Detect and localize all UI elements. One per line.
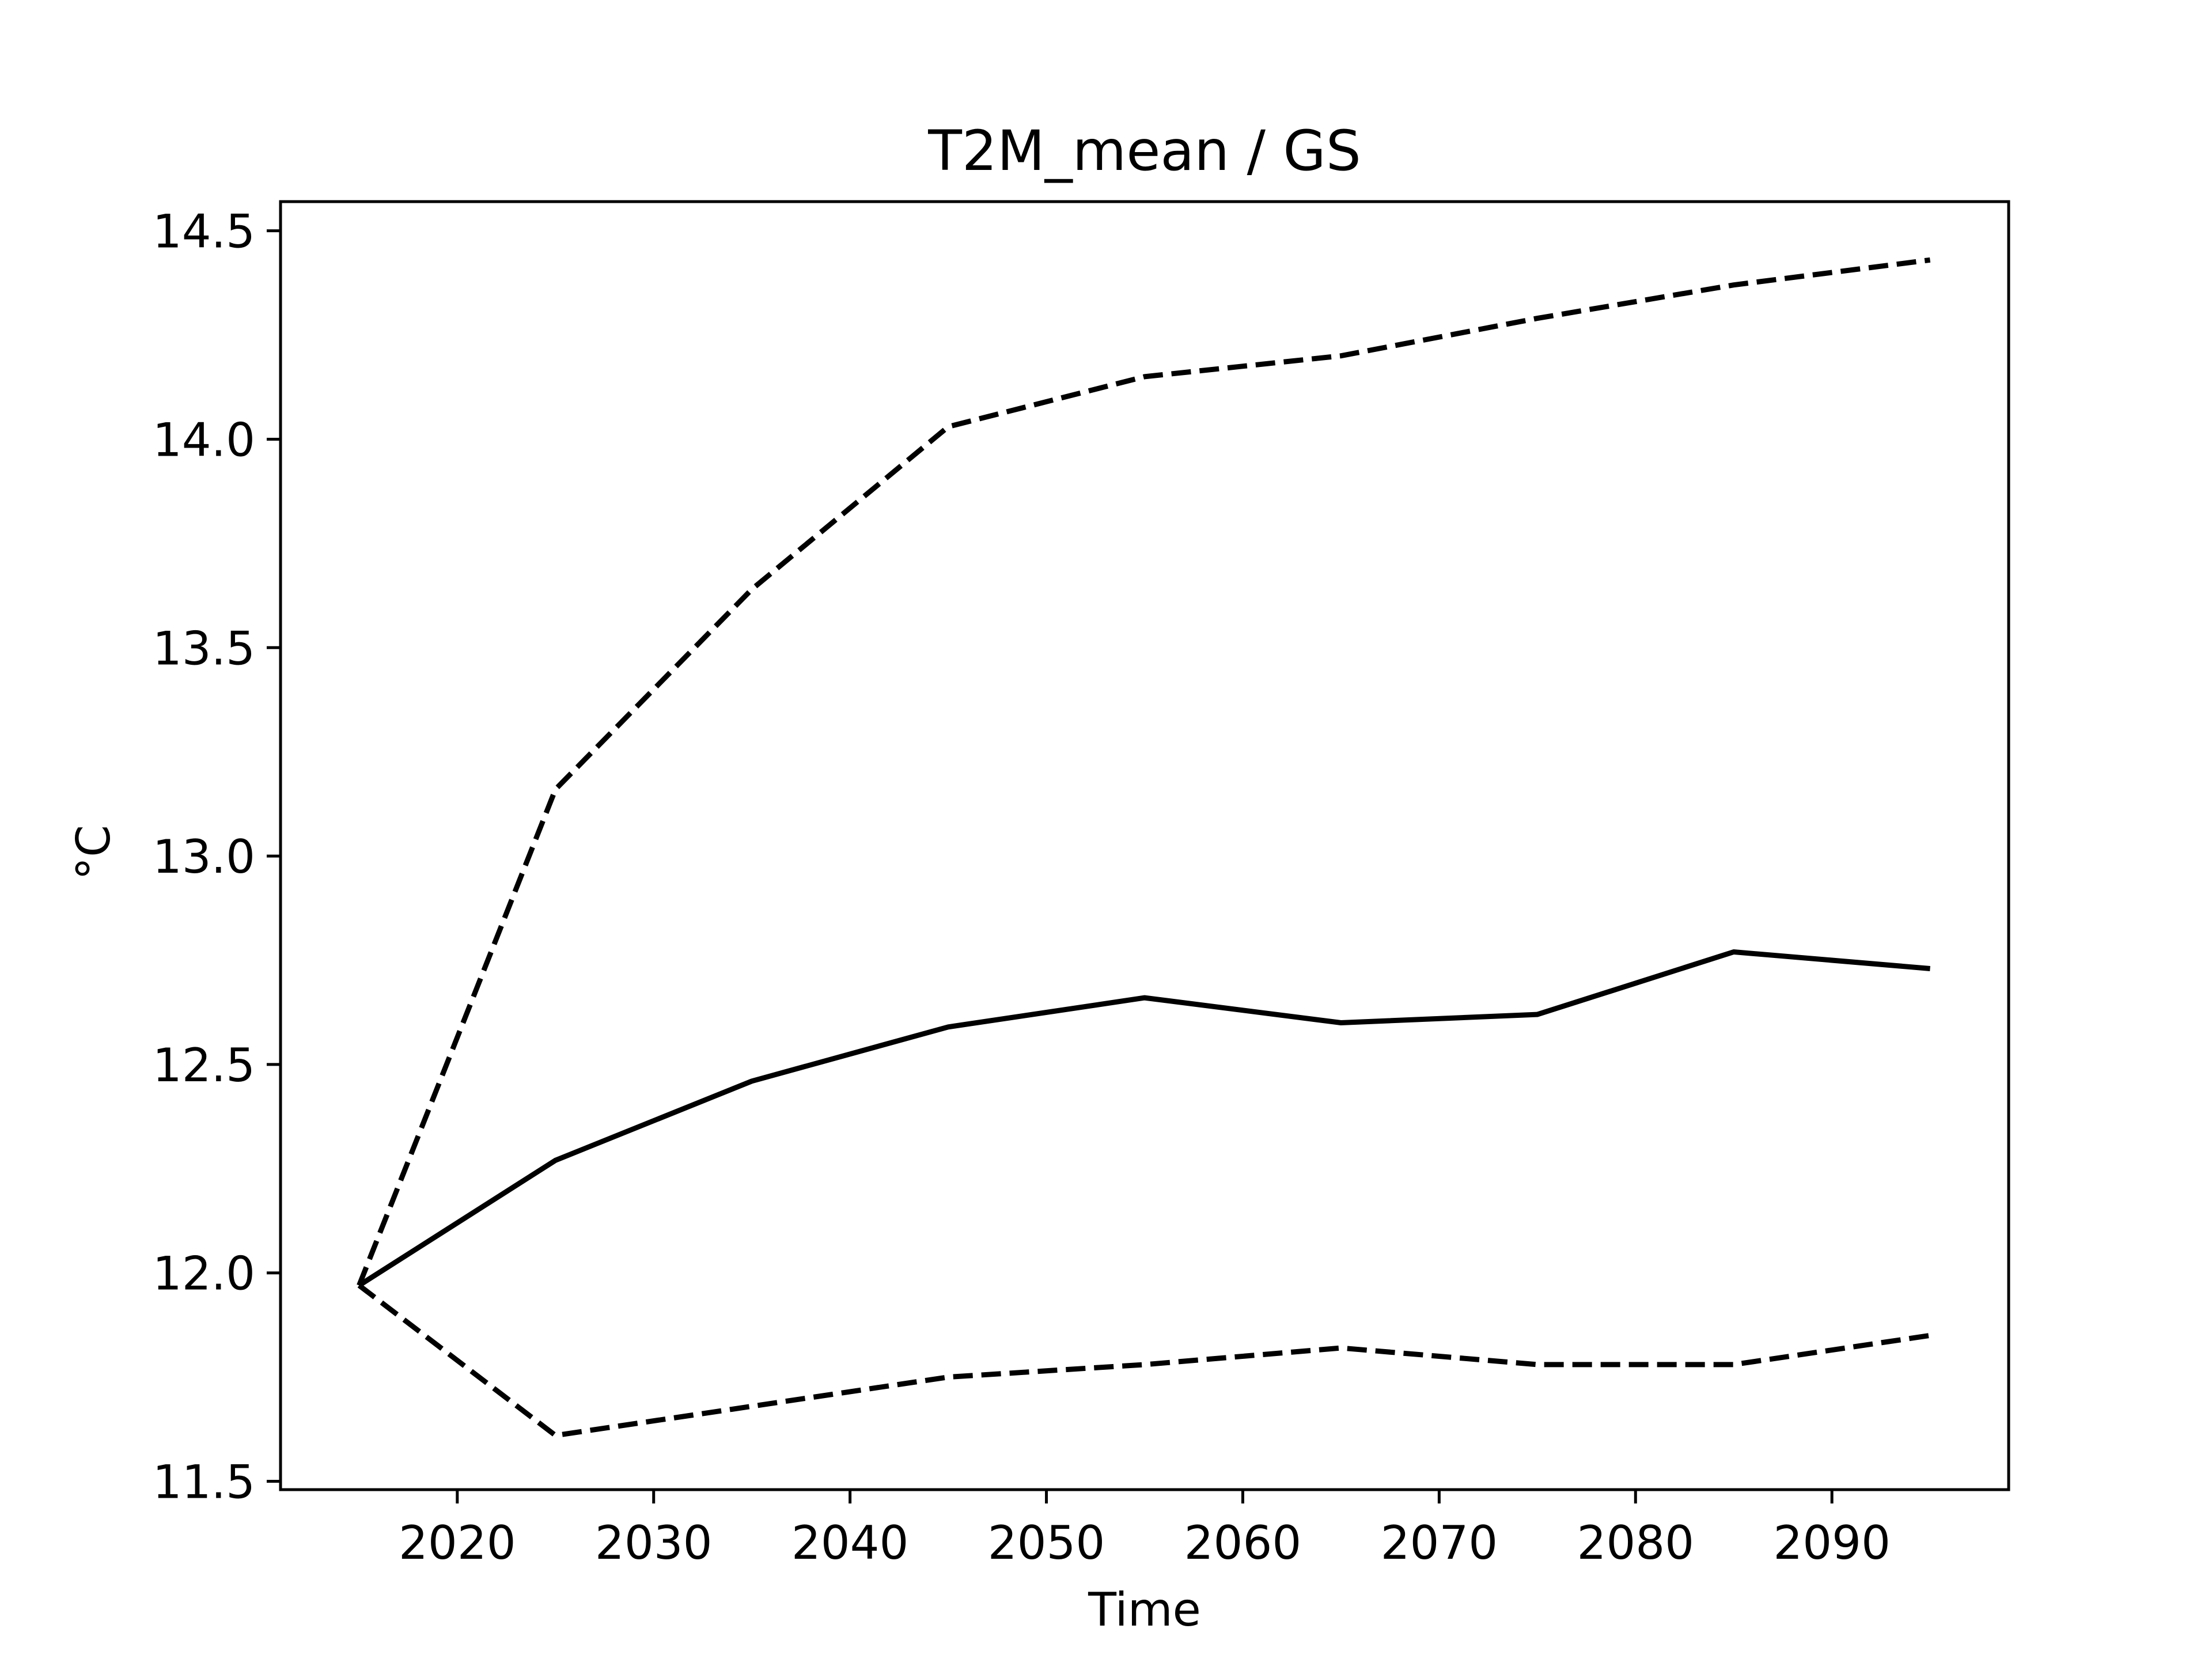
y-tick-label: 12.0	[153, 1247, 255, 1301]
series-line-3-dashed	[357, 1283, 1931, 1438]
x-tick-label: 2040	[791, 1516, 909, 1570]
x-axis-label: Time	[1088, 1583, 1201, 1637]
x-tick-label: 2030	[595, 1516, 713, 1570]
chart-title: T2M_mean / GS	[927, 119, 1361, 183]
x-tick-label: 2080	[1577, 1516, 1694, 1570]
x-axis: 2020 2030 2040 2050 2060 2070 2080 2090	[399, 1490, 1891, 1570]
y-axis: 11.5 12.0 12.5 13.0 13.5 14.0 14.5	[153, 205, 281, 1509]
y-tick-label: 14.5	[153, 205, 255, 259]
x-tick-label: 2090	[1773, 1516, 1891, 1570]
y-tick-label: 12.5	[153, 1039, 255, 1092]
series-line-1-dashed	[357, 257, 1931, 1287]
series-line-2-solid	[357, 949, 1930, 1288]
y-tick-label: 13.0	[153, 830, 255, 884]
x-tick-label: 2050	[988, 1516, 1105, 1570]
x-tick-label: 2060	[1184, 1516, 1302, 1570]
y-axis-label: °C	[67, 825, 120, 880]
y-tick-label: 13.5	[153, 622, 255, 675]
x-tick-label: 2020	[399, 1516, 516, 1570]
x-tick-label: 2070	[1381, 1516, 1498, 1570]
plot-frame	[279, 200, 2010, 1491]
y-tick-label: 14.0	[153, 413, 255, 467]
series-layer	[357, 257, 1931, 1438]
y-tick-label: 11.5	[153, 1456, 255, 1509]
